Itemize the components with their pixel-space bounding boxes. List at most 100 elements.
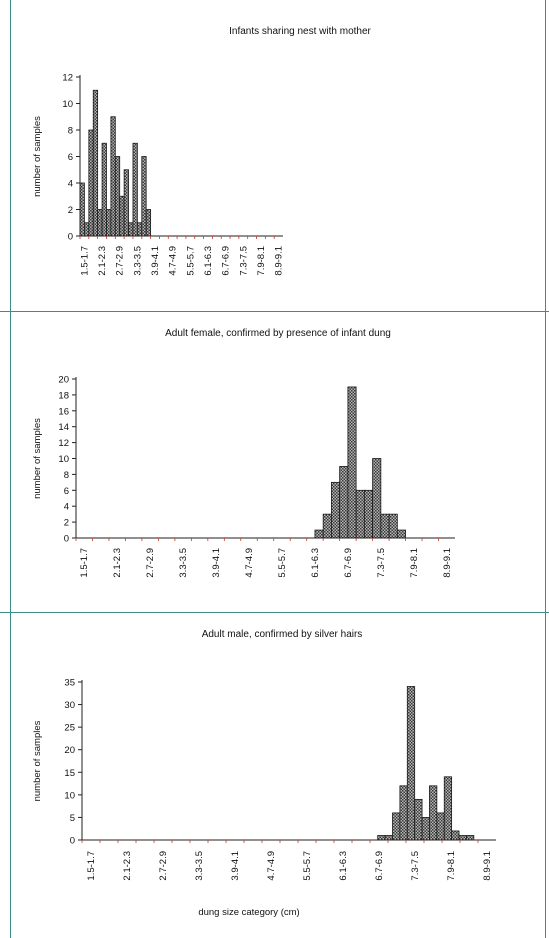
- x-tick-label: 7.3-7.5: [410, 851, 421, 881]
- bar: [451, 830, 460, 841]
- chart-panel-adult-male: Adult male, confirmed by silver hairs nu…: [0, 613, 549, 938]
- bar: [136, 222, 143, 237]
- panel-divider: [0, 311, 549, 312]
- y-tick-label: 15: [64, 768, 75, 779]
- bar: [97, 209, 103, 237]
- x-tick-label: 3.3-3.5: [178, 548, 189, 578]
- chart-title: Adult female, confirmed by presence of i…: [165, 328, 391, 339]
- x-tick-label: 6.1-6.3: [203, 246, 214, 276]
- bar: [429, 785, 438, 841]
- y-tick-label: 6: [68, 152, 73, 163]
- y-tick-label: 30: [64, 700, 75, 711]
- bar: [363, 489, 374, 539]
- x-tick-label: 2.7-2.9: [115, 246, 126, 276]
- bar: [322, 513, 332, 539]
- y-tick-label: 8: [64, 470, 69, 481]
- bar: [114, 156, 121, 237]
- bar: [314, 529, 324, 539]
- y-tick-label: 16: [58, 406, 69, 417]
- bar: [414, 798, 423, 841]
- x-tick-label: 4.7-4.9: [168, 246, 179, 276]
- x-tick-label: 7.9-8.1: [409, 548, 420, 578]
- y-tick-label: 0: [70, 836, 75, 847]
- bar: [145, 209, 152, 237]
- bar: [331, 481, 341, 539]
- y-tick-label: 2: [68, 205, 73, 216]
- bar: [396, 529, 406, 539]
- x-tick-label: 7.3-7.5: [238, 246, 249, 276]
- x-tick-label: 7.9-8.1: [256, 246, 267, 276]
- bar: [458, 835, 467, 841]
- chart-panel-adult-female: Adult female, confirmed by presence of i…: [0, 312, 549, 613]
- bar: [392, 812, 401, 841]
- x-tick-label: 5.5-5.7: [185, 246, 196, 276]
- x-tick-label: 7.9-8.1: [446, 851, 457, 881]
- panel-frame-right: [545, 0, 546, 938]
- bar: [339, 466, 349, 539]
- x-tick-label: 3.9-4.1: [230, 851, 241, 881]
- y-tick-label: 10: [64, 790, 75, 801]
- chart-panel-infants: Infants sharing nest with mother number …: [0, 0, 549, 312]
- bar: [119, 195, 125, 237]
- x-tick-label: 7.3-7.5: [376, 548, 387, 578]
- y-tick-label: 10: [58, 454, 69, 465]
- x-tick-label: 1.5-1.7: [79, 246, 90, 276]
- x-tick-label: 2.7-2.9: [158, 851, 169, 881]
- bar: [128, 222, 134, 237]
- bar: [123, 169, 129, 237]
- bar: [92, 89, 99, 237]
- bar: [106, 209, 112, 237]
- x-tick-label: 3.9-4.1: [211, 548, 222, 578]
- x-tick-label: 1.5-1.7: [86, 851, 97, 881]
- x-tick-label: 4.7-4.9: [266, 851, 277, 881]
- bar: [388, 513, 398, 539]
- bar: [406, 686, 416, 841]
- bar: [110, 116, 116, 237]
- y-tick-label: 0: [64, 534, 69, 545]
- bar: [79, 182, 85, 237]
- y-tick-label: 4: [64, 502, 69, 513]
- y-tick-label: 35: [64, 678, 75, 689]
- y-tick-label: 12: [62, 73, 73, 84]
- x-tick-label: 6.7-6.9: [374, 851, 385, 881]
- bar: [101, 142, 107, 237]
- y-axis-label: number of samples: [32, 720, 43, 801]
- bar: [421, 817, 430, 841]
- panel-frame-left: [10, 0, 11, 938]
- chart-adult-male: Adult male, confirmed by silver hairs nu…: [32, 629, 496, 918]
- x-tick-label: 3.9-4.1: [150, 246, 161, 276]
- bar: [88, 129, 94, 237]
- bar: [443, 776, 453, 841]
- chart-adult-female: Adult female, confirmed by presence of i…: [32, 328, 455, 578]
- bar: [377, 835, 386, 841]
- panel-divider: [0, 612, 549, 613]
- y-tick-label: 6: [64, 486, 69, 497]
- bar: [399, 785, 408, 841]
- y-tick-label: 20: [64, 745, 75, 756]
- y-axis-label: number of samples: [32, 418, 43, 499]
- y-tick-label: 10: [62, 99, 73, 110]
- x-tick-label: 3.3-3.5: [132, 246, 143, 276]
- x-tick-label: 8.9-9.1: [442, 548, 453, 578]
- x-tick-label: 8.9-9.1: [274, 246, 285, 276]
- x-tick-label: 6.7-6.9: [343, 548, 354, 578]
- chart-infants: Infants sharing nest with mother number …: [32, 26, 372, 276]
- y-tick-label: 20: [58, 375, 69, 386]
- bar: [355, 489, 365, 539]
- y-tick-label: 5: [70, 813, 75, 824]
- y-tick-label: 0: [68, 232, 73, 243]
- bar: [466, 835, 475, 841]
- y-tick-label: 18: [58, 390, 69, 401]
- y-tick-label: 25: [64, 723, 75, 734]
- bar: [132, 142, 138, 237]
- y-tick-label: 2: [64, 518, 69, 529]
- x-tick-label: 6.1-6.3: [310, 548, 321, 578]
- x-tick-label: 2.1-2.3: [97, 246, 108, 276]
- y-tick-label: 4: [68, 179, 73, 190]
- y-axis-label: number of samples: [32, 116, 43, 197]
- bar: [141, 156, 147, 237]
- chart-title: Adult male, confirmed by silver hairs: [202, 629, 363, 640]
- y-tick-label: 8: [68, 126, 73, 137]
- y-tick-label: 14: [58, 422, 69, 433]
- x-tick-label: 2.1-2.3: [112, 548, 123, 578]
